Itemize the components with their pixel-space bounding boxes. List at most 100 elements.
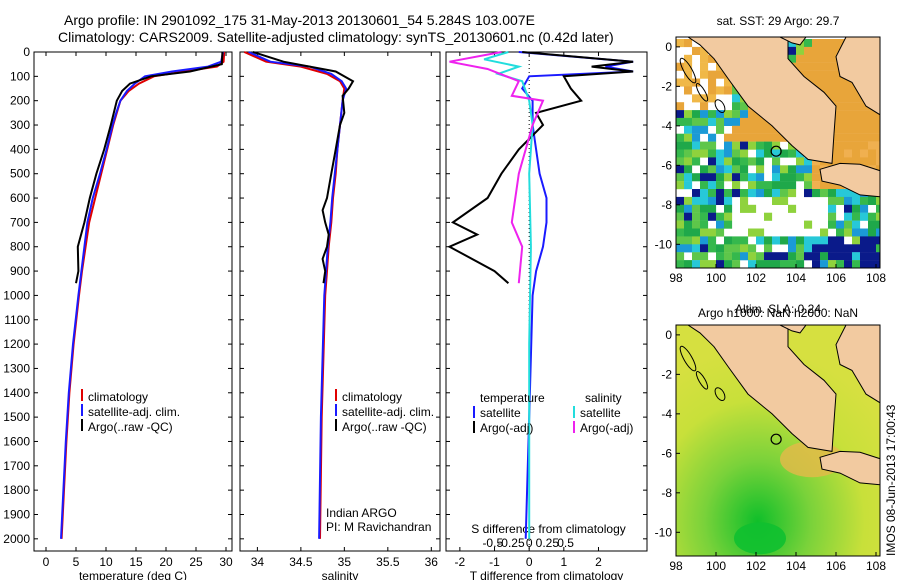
- land-sumatra: [676, 325, 837, 452]
- x-tick-label: 30: [219, 555, 233, 569]
- y-tick-label: 900: [10, 264, 30, 278]
- sla-low: [734, 522, 786, 555]
- plot-frame: [445, 51, 648, 552]
- argo-position-marker: [770, 433, 782, 445]
- x-tick-label: -2: [455, 555, 466, 569]
- map-title: Altim. SLA: 0.24: [735, 302, 821, 316]
- x-tick-label: 98: [669, 559, 683, 573]
- y-tick-label: 600: [10, 191, 30, 205]
- land-bangka: [835, 325, 880, 404]
- y-tick-label: -2: [661, 79, 672, 93]
- x-tick-label: 100: [706, 559, 726, 573]
- y-tick-label: -4: [661, 119, 672, 133]
- y-tick-label: 100: [10, 69, 30, 83]
- panel-salinity: 34 34.5 35 35.5 36 salinity climatologysatelli…: [239, 51, 441, 580]
- y-tick-label: 1700: [3, 459, 30, 473]
- x2-axis-label: S difference from climatology: [471, 522, 626, 536]
- y-tick-label: -6: [661, 158, 672, 172]
- y-tick-label: 1000: [3, 288, 30, 302]
- x-tick-label: 35: [338, 555, 352, 569]
- y-tick-label: 1900: [3, 507, 30, 521]
- y-tick-label: 800: [10, 240, 30, 254]
- x-tick-label: 104: [786, 559, 806, 573]
- y-tick-label: 700: [10, 215, 30, 229]
- x-axis-label: T difference from climatology: [470, 569, 624, 580]
- x-tick-label: 25: [189, 555, 203, 569]
- island-outline: [714, 99, 726, 113]
- series-satellite-adj-clim-: [248, 51, 348, 539]
- island-outline: [679, 57, 697, 84]
- series-argo-raw-qc-: [75, 51, 224, 284]
- x-tick-label: 2: [595, 555, 602, 569]
- legend-label: satellite: [580, 406, 621, 420]
- map-frame: [675, 36, 881, 269]
- map-sst_map: 98 100 102 104 106 108 0 -2 -4 -6 -8 -10 sat. SST: 2…: [655, 14, 887, 285]
- panel-difference: -2 -1 0 1 2T difference from climatology -0.5…: [445, 51, 648, 580]
- x2-tick-label: 0: [526, 536, 533, 550]
- x-tick-label: 106: [826, 559, 846, 573]
- x-tick-label: 5: [73, 555, 80, 569]
- x-tick-label: 0: [43, 555, 50, 569]
- series-temperature-argo-adj-: [447, 51, 634, 284]
- island-outline: [714, 387, 726, 401]
- x-axis-label: salinity: [322, 569, 359, 580]
- x-tick-label: 106: [826, 271, 846, 285]
- island-outline: [679, 345, 697, 372]
- x-tick-label: 10: [99, 555, 113, 569]
- map-field: [676, 37, 880, 268]
- land-peninsula: [779, 37, 807, 46]
- x-tick-label: 100: [706, 271, 726, 285]
- legend-label: satellite-adj. clim.: [88, 405, 180, 419]
- plot-frame: [239, 51, 441, 552]
- y-tick-label: 1200: [3, 337, 30, 351]
- map-field: [676, 325, 880, 556]
- land-java: [819, 162, 880, 198]
- legend-label: satellite: [480, 406, 521, 420]
- legend-title-temperature: temperature: [480, 391, 545, 405]
- island-outline: [695, 370, 709, 390]
- y-tick-label: 1400: [3, 386, 30, 400]
- legend-label: satellite-adj. clim.: [342, 405, 434, 419]
- x-tick-label: 0: [526, 555, 533, 569]
- land-bangka: [835, 37, 880, 116]
- y-tick-label: -2: [661, 367, 672, 381]
- x-tick-label: 34.5: [289, 555, 313, 569]
- series-satellite-adj-clim-: [60, 51, 224, 539]
- land-java: [819, 450, 880, 486]
- y-tick-label: 1800: [3, 483, 30, 497]
- y-tick-label: 1500: [3, 410, 30, 424]
- y-tick-label: 0: [23, 45, 30, 59]
- profile-credit: Indian ARGO: [326, 506, 397, 520]
- x2-tick-label: 0.25: [536, 536, 560, 550]
- x2-tick-label: 0.5: [557, 536, 574, 550]
- legend-label: Argo(-adj): [480, 421, 533, 435]
- x-tick-label: 98: [669, 271, 683, 285]
- map-title: sat. SST: 29 Argo: 29.7: [717, 14, 840, 28]
- y-tick-label: -8: [661, 486, 672, 500]
- map-sla_map: 98 100 102 104 106 108 0 -2 -4 -6 -8 -10 Altim. SLA:…: [655, 302, 887, 573]
- x-tick-label: 15: [129, 555, 143, 569]
- x-tick-label: 102: [746, 271, 766, 285]
- figure-subtitle: Climatology: CARS2009. Satellite-adjuste…: [58, 29, 614, 45]
- x-axis-label: temperature (deg C): [79, 569, 187, 580]
- y-tick-label: 1100: [4, 313, 30, 327]
- figure-title: Argo profile: IN 2901092_175 31-May-2013…: [64, 12, 535, 28]
- x-tick-label: 102: [746, 559, 766, 573]
- y-tick-label: -4: [661, 407, 672, 421]
- series-salinity-satellite: [483, 51, 534, 539]
- y-tick-label: -6: [661, 446, 672, 460]
- y-tick-label: -10: [655, 237, 673, 251]
- legend-label: climatology: [88, 390, 148, 404]
- legend-title-salinity: salinity: [585, 391, 622, 405]
- y-tick-label: 1600: [3, 434, 30, 448]
- plot-frame: [33, 51, 233, 552]
- x2-tick-label: -0.25: [497, 536, 525, 550]
- imos-credit: IMOS 08-Jun-2013 17:00:43: [884, 404, 898, 556]
- map-frame: [675, 324, 881, 557]
- profile-pi: PI: M Ravichandran: [326, 520, 431, 534]
- x2-tick-label: -0.5: [482, 536, 503, 550]
- y-tick-label: 200: [10, 94, 30, 108]
- x-tick-label: 1: [560, 555, 567, 569]
- y-tick-label: 0: [665, 40, 672, 54]
